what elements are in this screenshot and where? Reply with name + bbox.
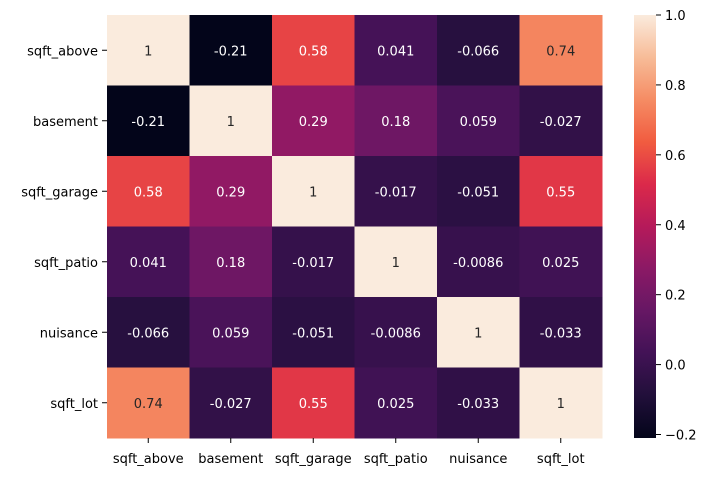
heatmap-cell bbox=[107, 156, 190, 227]
heatmap-cell bbox=[107, 226, 190, 298]
heatmap-cell bbox=[519, 226, 603, 298]
y-axis: sqft_above basement sqft_garage sqft_pation… bbox=[21, 44, 107, 412]
heatmap-cell bbox=[519, 15, 603, 86]
cell-value-label: -0.066 bbox=[457, 44, 499, 59]
heatmap-cell bbox=[189, 85, 273, 157]
heatmap-cell bbox=[519, 367, 603, 439]
cell-value-label: -0.21 bbox=[131, 115, 165, 130]
heatmap-cells bbox=[107, 15, 603, 439]
y-tick-label: sqft_lot bbox=[50, 397, 98, 412]
heatmap-cell bbox=[354, 15, 438, 86]
heatmap-cell bbox=[272, 156, 355, 227]
x-tick-label: basement bbox=[198, 452, 263, 467]
cell-value-label: 0.55 bbox=[546, 185, 575, 200]
heatmap-cell-labels: 1 -0.21 0.58 0.041 -0.066 0.74 -0.21 1 0.29 0.18 0… bbox=[127, 44, 581, 412]
heatmap-cell bbox=[354, 297, 438, 368]
colorbar-tick-label: 0.4 bbox=[665, 219, 686, 234]
cell-value-label: 0.025 bbox=[542, 256, 579, 271]
cell-value-label: 1 bbox=[227, 115, 235, 130]
cell-value-label: 1 bbox=[144, 44, 152, 59]
heatmap-cell bbox=[272, 367, 355, 439]
cell-value-label: 1 bbox=[557, 397, 565, 412]
cell-value-label: 1 bbox=[474, 326, 482, 341]
cell-value-label: -0.051 bbox=[457, 185, 499, 200]
heatmap-cell bbox=[437, 85, 520, 157]
heatmap-cell bbox=[272, 226, 355, 298]
cell-value-label: -0.033 bbox=[457, 397, 499, 412]
cell-value-label: 0.29 bbox=[216, 185, 245, 200]
x-axis: sqft_above basement sqft_garage sqft_patio n… bbox=[113, 438, 585, 467]
cell-value-label: -0.066 bbox=[127, 326, 169, 341]
heatmap-cell bbox=[354, 85, 438, 157]
cell-value-label: 0.74 bbox=[546, 44, 575, 59]
heatmap-cell bbox=[107, 297, 190, 368]
colorbar-tick-label: 0.6 bbox=[665, 149, 686, 164]
cell-value-label: 0.041 bbox=[130, 256, 167, 271]
cell-value-label: -0.0086 bbox=[453, 256, 503, 271]
cell-value-label: -0.027 bbox=[540, 115, 582, 130]
cell-value-label: 1 bbox=[309, 185, 317, 200]
y-tick-label: nuisance bbox=[40, 326, 98, 341]
cell-value-label: -0.017 bbox=[292, 256, 334, 271]
heatmap-cell bbox=[519, 297, 603, 368]
heatmap-cell bbox=[272, 85, 355, 157]
cell-value-label: 0.18 bbox=[381, 115, 410, 130]
heatmap-cell bbox=[189, 297, 273, 368]
cell-value-label: 0.55 bbox=[299, 397, 328, 412]
cell-value-label: 0.58 bbox=[134, 185, 163, 200]
colorbar-tick-label: −0.2 bbox=[665, 429, 697, 444]
colorbar-gradient bbox=[634, 15, 656, 438]
cell-value-label: 0.025 bbox=[377, 397, 414, 412]
heatmap-cell bbox=[437, 226, 520, 298]
heatmap-cell bbox=[437, 156, 520, 227]
colorbar-tick-label: 0.8 bbox=[665, 79, 686, 94]
y-tick-label: sqft_above bbox=[27, 44, 98, 59]
x-tick-label: sqft_patio bbox=[364, 452, 428, 467]
heatmap-cell bbox=[189, 156, 273, 227]
heatmap-cell bbox=[189, 15, 273, 86]
heatmap-cell bbox=[519, 85, 603, 157]
colorbar-tick-label: 1.0 bbox=[665, 9, 686, 24]
heatmap-cell bbox=[354, 226, 438, 298]
heatmap-cell bbox=[189, 226, 273, 298]
y-tick-label: sqft_patio bbox=[34, 256, 98, 271]
cell-value-label: -0.051 bbox=[292, 326, 334, 341]
heatmap-cell bbox=[437, 15, 520, 86]
cell-value-label: 0.041 bbox=[377, 44, 414, 59]
x-tick-label: sqft_garage bbox=[275, 452, 352, 467]
x-tick-label: sqft_above bbox=[113, 452, 184, 467]
heatmap-cell bbox=[107, 15, 190, 86]
x-tick-label: nuisance bbox=[449, 452, 507, 467]
colorbar-tick-label: 0.0 bbox=[665, 359, 686, 374]
cell-value-label: 1 bbox=[392, 256, 400, 271]
cell-value-label: 0.059 bbox=[460, 115, 497, 130]
cell-value-label: -0.033 bbox=[540, 326, 582, 341]
y-tick-label: sqft_garage bbox=[21, 185, 98, 200]
cell-value-label: -0.0086 bbox=[371, 326, 421, 341]
heatmap-cell bbox=[519, 156, 603, 227]
heatmap-cell bbox=[437, 367, 520, 439]
colorbar: −0.2 0.0 0.2 0.4 0.6 0.8 1.0 bbox=[634, 9, 697, 444]
cell-value-label: 0.29 bbox=[299, 115, 328, 130]
cell-value-label: -0.017 bbox=[375, 185, 417, 200]
cell-value-label: 0.18 bbox=[216, 256, 245, 271]
cell-value-label: 0.58 bbox=[299, 44, 328, 59]
x-tick-label: sqft_lot bbox=[537, 452, 585, 467]
heatmap-cell bbox=[189, 367, 273, 439]
cell-value-label: -0.027 bbox=[210, 397, 252, 412]
heatmap-cell bbox=[272, 297, 355, 368]
heatmap-cell bbox=[272, 15, 355, 86]
y-tick-label: basement bbox=[33, 115, 98, 130]
heatmap-cell bbox=[354, 156, 438, 227]
colorbar-tick-label: 0.2 bbox=[665, 289, 686, 304]
cell-value-label: 0.74 bbox=[134, 397, 163, 412]
heatmap-cell bbox=[107, 85, 190, 157]
cell-value-label: 0.059 bbox=[212, 326, 249, 341]
heatmap-cell bbox=[107, 367, 190, 439]
heatmap-cell bbox=[354, 367, 438, 439]
heatmap-cell bbox=[437, 297, 520, 368]
cell-value-label: -0.21 bbox=[214, 44, 248, 59]
